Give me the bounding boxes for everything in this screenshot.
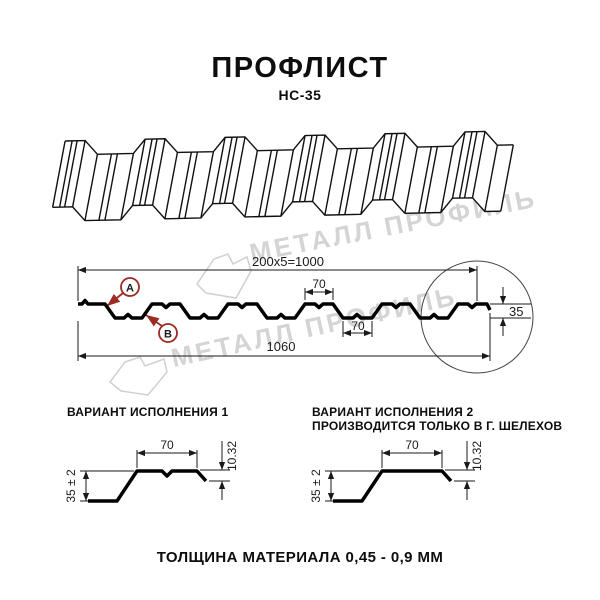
variant2-title-block: ВАРИАНТ ИСПОЛНЕНИЯ 2 ПРОИЗВОДИТСЯ ТОЛЬКО… [312,405,592,433]
dim-rib-top-group: 70 [304,277,334,300]
dim-total-top-label: 200x5=1000 [252,254,324,269]
dim-overall-label: 1060 [267,339,296,354]
sheet-3d-far-edge [65,130,514,155]
variant2-drawing: 70 35 ± 2 10.32 [309,438,484,503]
variant1-dim-lip-label: 10.32 [225,441,239,471]
material-thickness-note: ТОЛЩИНА МАТЕРИАЛА 0,45 - 0,9 ММ [156,549,444,566]
variant1-profile [88,469,208,503]
sheet-3d-near-edge [52,197,501,222]
variant1-drawing: 70 35 ± 2 10.32 [64,438,239,503]
dim-total-top-group: 200x5=1000 [77,254,478,301]
variant2-dim-height-label: 35 ± 2 [309,469,323,503]
variant2-dim-top: 70 [381,438,443,468]
dim-overall-group: 1060 [77,313,491,361]
callout-a-label: А [126,283,134,295]
variant2-dim-top-label: 70 [405,438,419,452]
callout-b-label: В [164,329,172,341]
sheet-3d-groove-lines [58,131,478,221]
cross-section: 200x5=1000 70 70 1060 35 [77,254,534,374]
dim-rib-top-label: 70 [312,277,326,291]
variant2-dim-lip: 10.32 [445,441,484,500]
callout-b: В [145,314,178,343]
callout-a: А [106,277,140,307]
variant2-profile [333,469,453,503]
variant1-dim-lip: 10.32 [200,441,239,500]
logo-outline-upper [196,253,252,299]
dim-rib-bottom-group: 70 [342,319,373,337]
variant1-dim-top: 70 [136,438,198,468]
dim-height-label: 35 [509,304,523,319]
page-title: ПРОФЛИСТ [211,52,389,84]
page-subtitle: НС-35 [278,87,322,103]
dim-rib-bottom-label: 70 [351,319,365,333]
variant2-title: ВАРИАНТ ИСПОЛНЕНИЯ 2 [312,405,474,419]
sheet-3d-view [51,130,515,222]
sheet-3d-face [52,131,514,221]
variant1-dim-height-label: 35 ± 2 [64,469,78,503]
variant1-title: ВАРИАНТ ИСПОЛНЕНИЯ 1 [67,405,229,419]
variant2-dim-lip-label: 10.32 [470,441,484,471]
cross-section-profile [78,298,492,320]
variant2-dim-height: 35 ± 2 [309,469,379,503]
dim-height-group: 35 [490,287,531,336]
variant1-dim-height: 35 ± 2 [64,469,134,503]
variant1-dim-top-label: 70 [160,438,174,452]
variant2-subtitle: ПРОИЗВОДИТСЯ ТОЛЬКО В Г. ШЕЛЕХОВ [312,419,563,433]
sheet-3d-crease-lines [51,131,515,221]
